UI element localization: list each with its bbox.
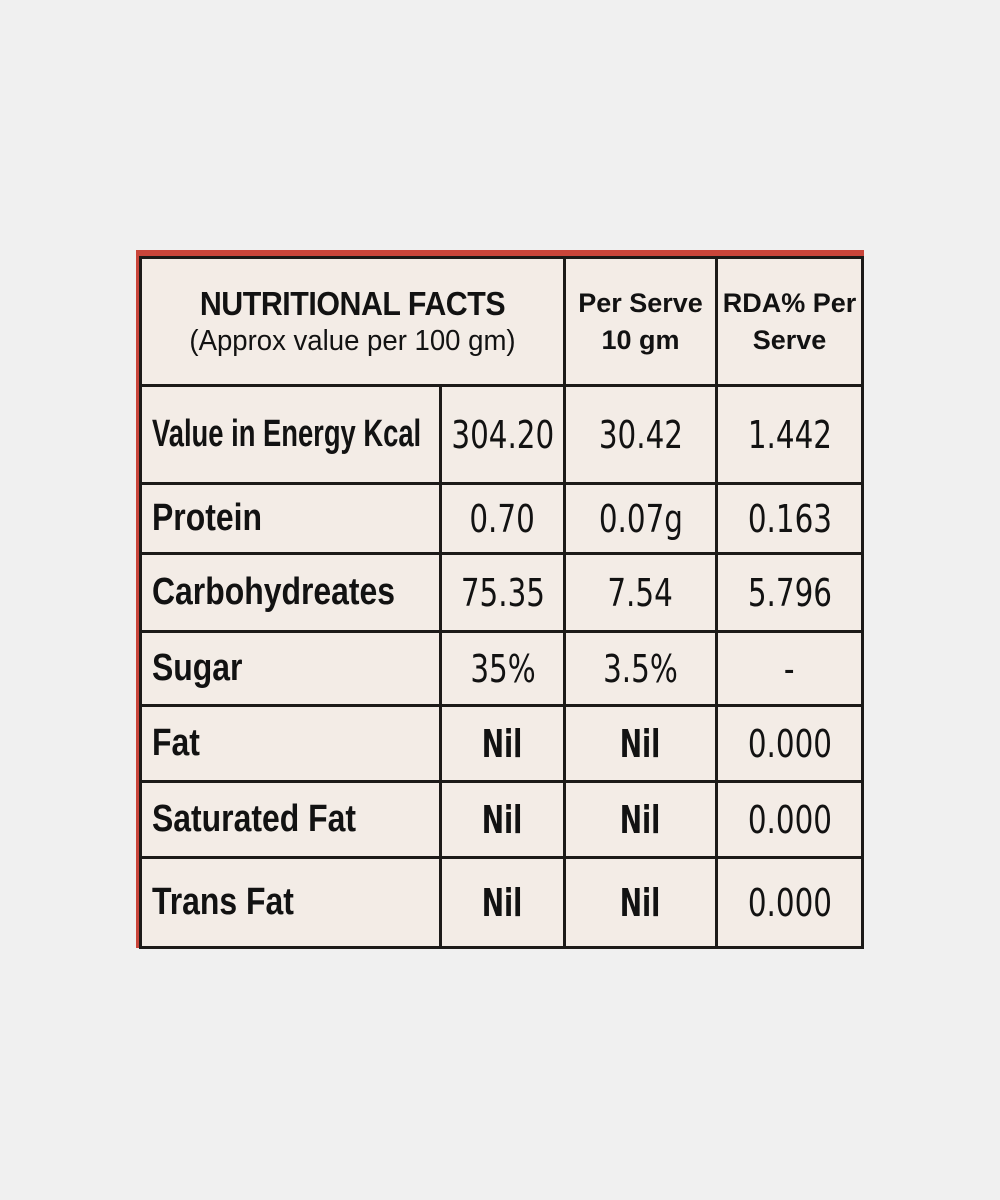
value-rda: 0.000 bbox=[715, 856, 864, 949]
nutrient-label: Fat bbox=[139, 704, 442, 783]
table-row: Trans Fat Nil Nil 0.000 bbox=[139, 856, 864, 949]
value-rda: 5.796 bbox=[715, 552, 864, 633]
value-per-serve: 3.5% bbox=[563, 630, 718, 707]
value-rda: 1.442 bbox=[715, 384, 864, 485]
nutrient-label: Saturated Fat bbox=[139, 780, 442, 859]
nutrient-label: Trans Fat bbox=[139, 856, 442, 949]
rda-heading-serve: Serve bbox=[752, 324, 827, 355]
nutrient-label: Value in Energy Kcal bbox=[139, 384, 442, 485]
value-per-serve: Nil bbox=[563, 780, 718, 859]
table-row: Saturated Fat Nil Nil 0.000 bbox=[139, 780, 864, 859]
value-rda: 0.000 bbox=[715, 704, 864, 783]
value-per-100g: 0.70 bbox=[439, 482, 566, 555]
value-per-100g: 75.35 bbox=[439, 552, 566, 633]
value-per-serve: Nil bbox=[563, 856, 718, 949]
table-row: Sugar 35% 3.5% - bbox=[139, 630, 864, 707]
per-serve-heading: Per Serve bbox=[578, 288, 703, 319]
table-row: Protein 0.70 0.07g 0.163 bbox=[139, 482, 864, 555]
table-title: NUTRITIONAL FACTS bbox=[199, 284, 506, 322]
nutrient-label: Sugar bbox=[139, 630, 442, 707]
value-per-100g: Nil bbox=[439, 704, 566, 783]
value-rda: 0.000 bbox=[715, 780, 864, 859]
value-per-100g: 35% bbox=[439, 630, 566, 707]
value-rda: 0.163 bbox=[715, 482, 864, 555]
table-row: Carbohydreates 75.35 7.54 5.796 bbox=[139, 552, 864, 633]
value-per-100g: Nil bbox=[439, 780, 566, 859]
value-per-serve: 0.07g bbox=[563, 482, 718, 555]
value-per-serve: 7.54 bbox=[563, 552, 718, 633]
nutrition-facts-table: NUTRITIONAL FACTS (Approx value per 100 … bbox=[139, 256, 864, 949]
value-per-100g: 304.20 bbox=[439, 384, 566, 485]
table-header-row: NUTRITIONAL FACTS (Approx value per 100 … bbox=[139, 256, 864, 387]
nutrient-label: Protein bbox=[139, 482, 442, 555]
table-row: Value in Energy Kcal 304.20 30.42 1.442 bbox=[139, 384, 864, 485]
per-serve-amount: 10 gm bbox=[601, 324, 680, 355]
table-row: Fat Nil Nil 0.000 bbox=[139, 704, 864, 783]
header-cell-rda: RDA% Per Serve bbox=[715, 256, 864, 387]
rda-heading: RDA% Per bbox=[722, 288, 857, 319]
value-per-serve: Nil bbox=[563, 704, 718, 783]
value-rda: - bbox=[715, 630, 864, 707]
header-cell-per-serve: Per Serve 10 gm bbox=[563, 256, 718, 387]
value-per-serve: 30.42 bbox=[563, 384, 718, 485]
value-per-100g: Nil bbox=[439, 856, 566, 949]
nutrient-label: Carbohydreates bbox=[139, 552, 442, 633]
header-cell-nutritional-facts: NUTRITIONAL FACTS (Approx value per 100 … bbox=[139, 256, 566, 387]
table-subtitle: (Approx value per 100 gm) bbox=[189, 324, 516, 357]
